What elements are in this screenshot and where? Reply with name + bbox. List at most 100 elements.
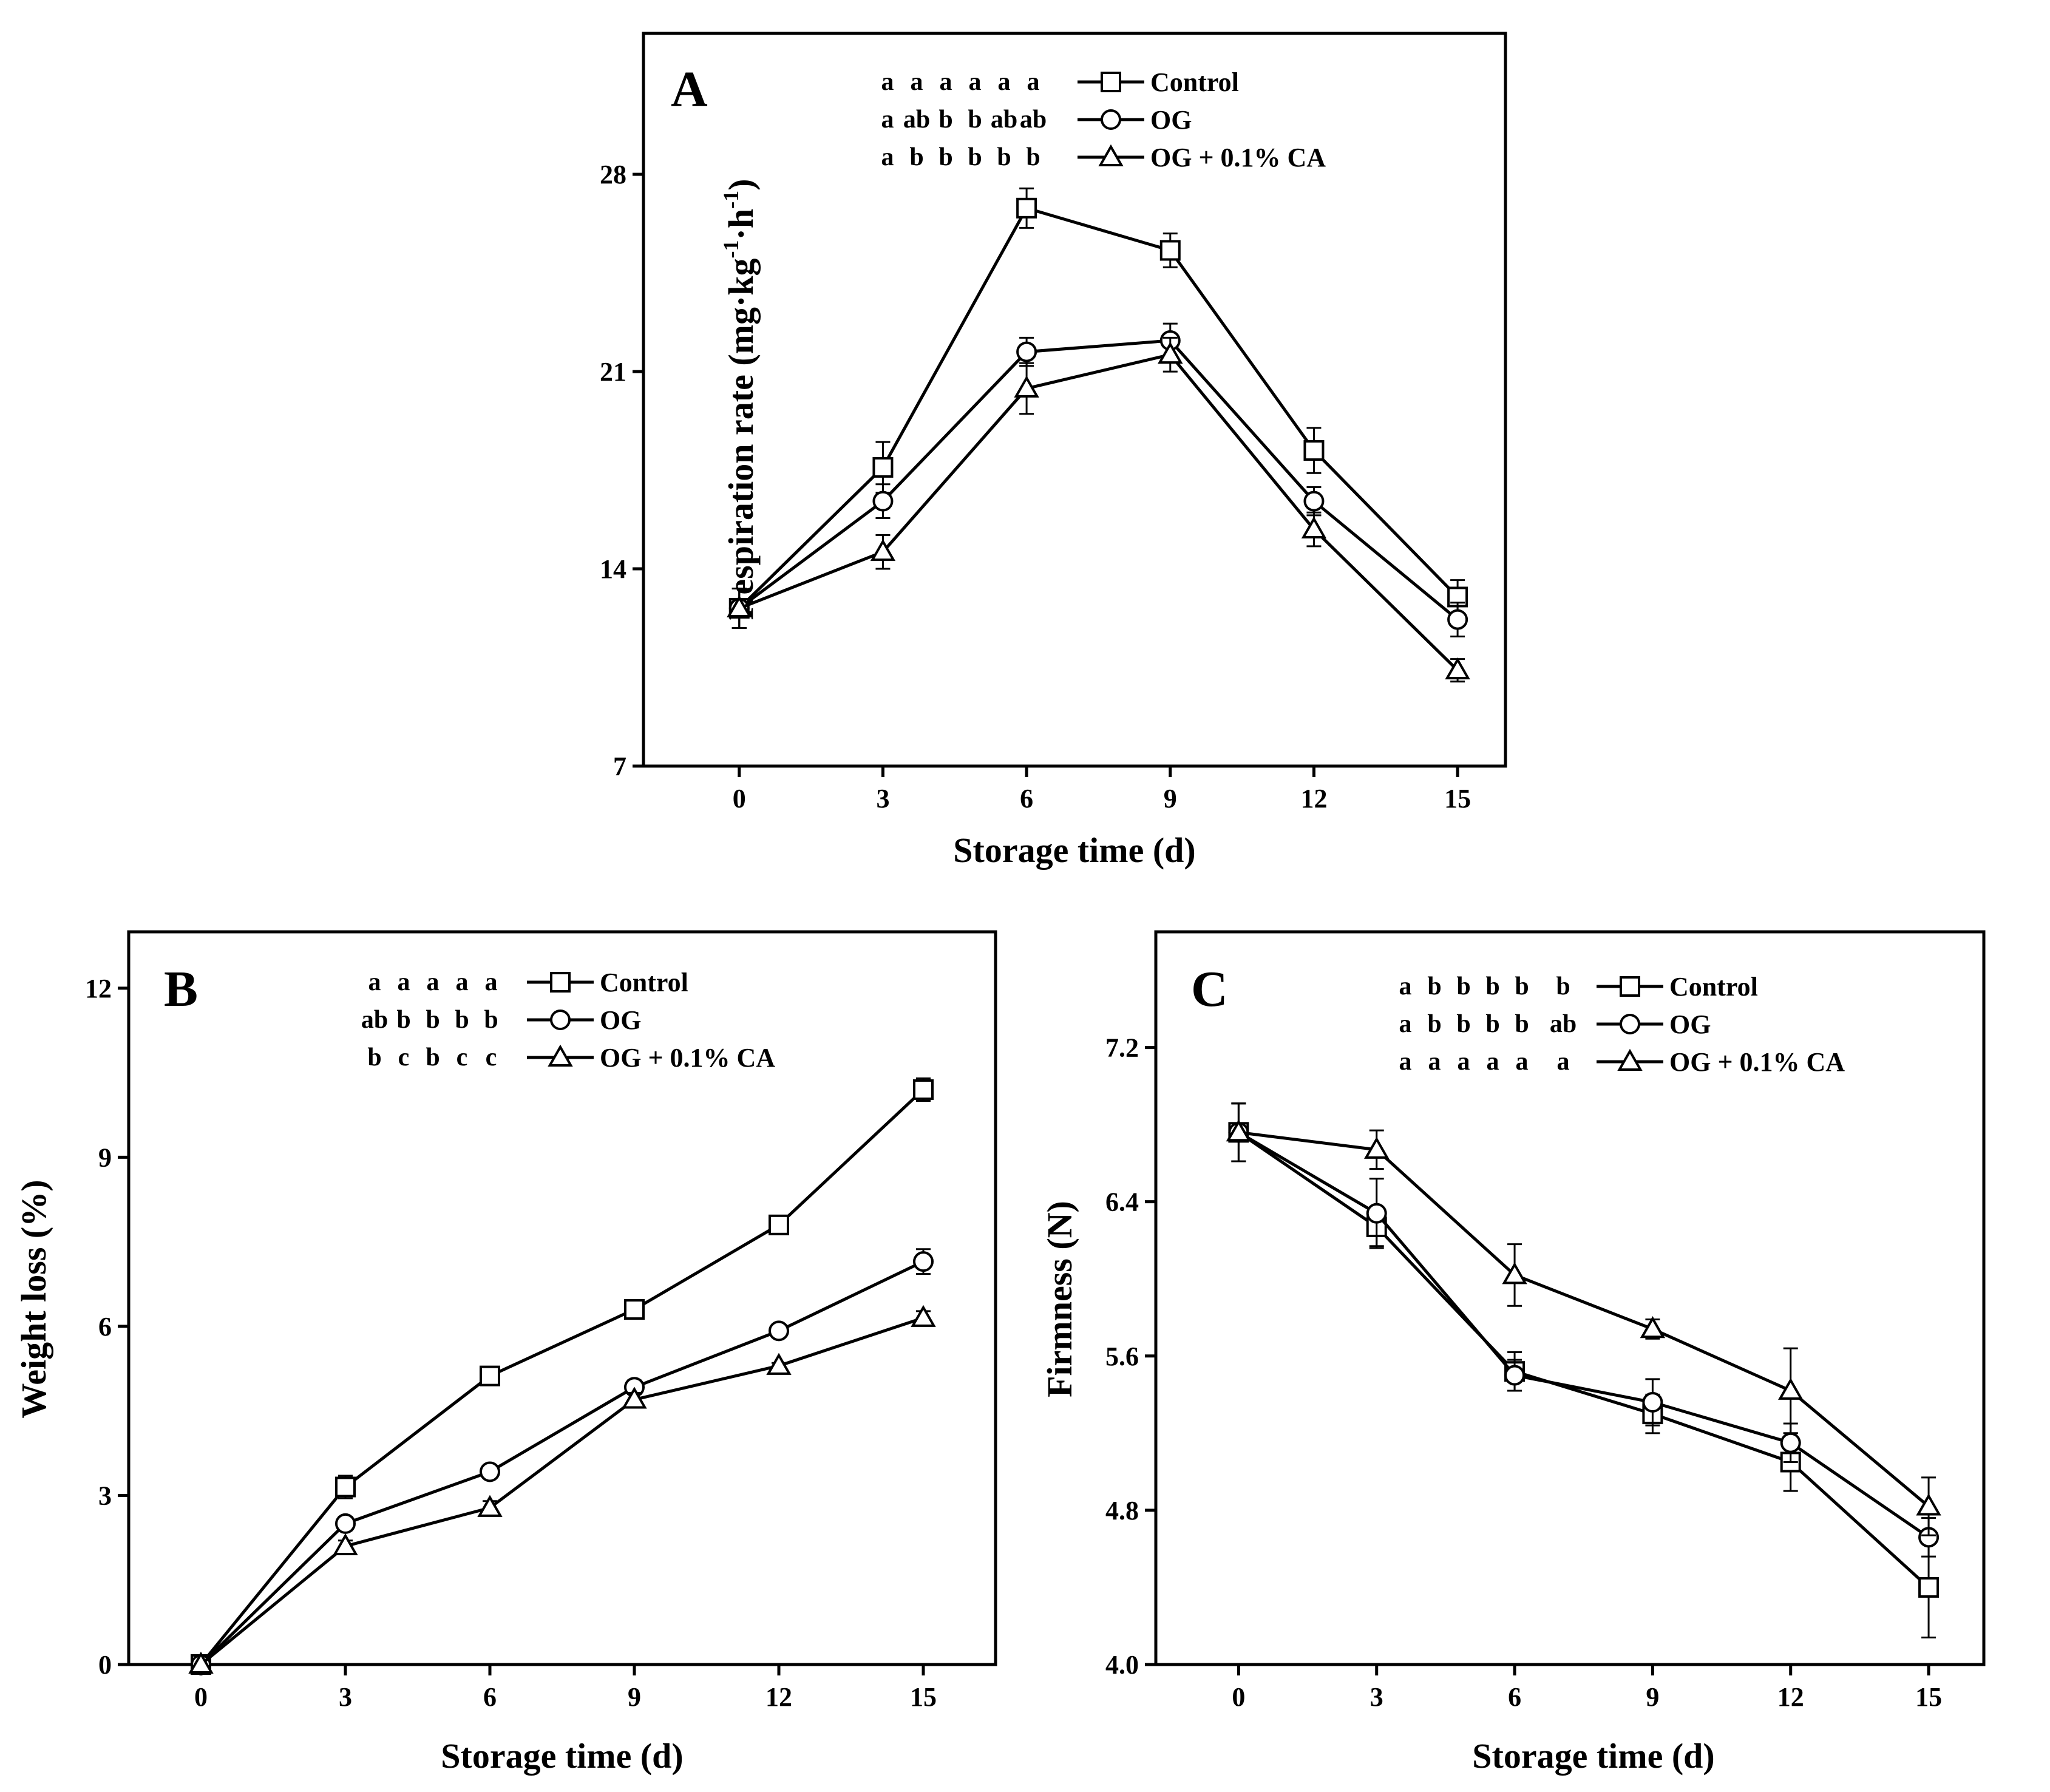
significance-letter: b [997,143,1011,171]
data-point-circle [1366,1203,1387,1224]
data-point-triangle [1502,1262,1527,1285]
legend-label: Control [600,968,688,997]
y-axis-title: Respiration rate (mg·kg-1·h-1) [719,179,761,620]
data-point-circle [1504,1365,1526,1386]
panel-a: 7 14 21 28 0 3 6 9 12 15 Storage time (d) Respirati… [600,32,1507,870]
legend-label: OG [1669,1010,1711,1039]
data-point-triangle [766,1352,792,1375]
legend-entry: OG + 0.1% CAb c b c c [367,1043,775,1073]
significance-letter: ab [1550,1010,1577,1038]
y-tick-label: 4.0 [1105,1650,1139,1680]
y-tick-label: 21 [600,357,626,387]
legend-marker-circle [550,1010,571,1030]
significance-letter: c [486,1044,497,1071]
data-point-triangle [727,595,752,617]
significance-letter: a [398,968,410,996]
y-tick-label: 14 [600,554,626,584]
x-tick-label: 9 [1164,784,1177,813]
significance-letter: b [426,1006,440,1034]
series-square [1228,1102,1940,1639]
legend-label: OG [1150,105,1192,135]
data-point-square [1016,197,1037,219]
data-point-triangle [1158,341,1183,364]
significance-letter: c [456,1044,468,1071]
data-point-triangle [911,1305,936,1327]
significance-letter: b [968,106,982,134]
legend-label: OG + 0.1% CA [1150,143,1326,172]
significance-letter: b [1456,972,1470,1000]
significance-letter: b [1427,1010,1441,1038]
series-circle [191,1248,934,1675]
x-axis-title: Storage time (d) [953,830,1195,870]
significance-letter: a [1399,1048,1412,1076]
y-axis-title: Firmness (N) [1040,1201,1079,1397]
data-point-triangle [1640,1316,1666,1339]
x-axis-title: Storage time (d) [441,1736,683,1776]
plot-frame [127,930,997,1666]
x-tick-label: 0 [1232,1682,1245,1712]
plot-frame [642,32,1507,768]
y-axis-title: Weight loss (%) [14,1179,53,1418]
data-point-square [1303,440,1325,461]
panel-b: 0 3 6 9 12 0 3 6 9 12 15 Storage time (d) Weight los… [14,930,997,1776]
y-tick-label: 5.6 [1105,1342,1139,1371]
legend-label: OG + 0.1% CA [600,1043,775,1073]
x-tick-label: 9 [1646,1682,1659,1712]
data-point-circle [335,1513,356,1534]
significance-letter: c [398,1044,410,1071]
data-point-triangle [622,1386,647,1409]
legend-marker-triangle [1098,144,1124,166]
data-point-triangle [1778,1377,1804,1400]
data-point-circle [1303,490,1325,512]
legend-marker-circle [1101,109,1121,130]
significance-letter: b [938,143,952,171]
x-tick-label: 0 [194,1682,208,1712]
panel-letter: B [164,961,198,1017]
series-line [1238,1130,1930,1508]
significance-letter: b [455,1006,469,1034]
x-axis-title: Storage time (d) [1472,1736,1714,1776]
significance-letter: ab [1020,106,1047,134]
x-tick-label: 3 [339,1682,352,1712]
x-tick-label: 15 [1915,1682,1942,1712]
significance-letter: b [1026,143,1040,171]
data-point-square [872,456,894,478]
plot-frame [1154,930,1986,1666]
significance-letter: b [1515,1010,1529,1038]
y-tick-label: 6 [98,1312,112,1342]
series-square [191,1077,934,1675]
data-point-triangle [1301,516,1327,538]
significance-letter: b [1556,972,1570,1000]
significance-letter: b [909,143,923,171]
y-tick-label: 7 [613,752,626,781]
data-point-triangle [1916,1493,1941,1516]
data-point-circle [1642,1392,1663,1413]
legend-label: Control [1150,67,1239,97]
legend-entry: OG + 0.1% CAa b b b b b [881,143,1326,172]
data-point-triangle [1226,1119,1252,1142]
legend-label: OG + 0.1% CA [1669,1047,1845,1077]
data-point-triangle [333,1533,358,1555]
data-point-triangle [1445,657,1470,680]
series-line [1238,1131,1930,1539]
series-line [200,1088,925,1666]
data-point-square [769,1214,789,1235]
significance-letter: a [998,68,1011,96]
series-line [738,339,1459,621]
significance-letter: a [969,68,982,96]
significance-letter: b [484,1006,498,1034]
significance-letter: b [1427,972,1441,1000]
significance-letter: a [881,68,894,96]
y-tick-label: 12 [85,974,112,1003]
significance-letter: a [456,968,469,996]
y-tick-label: 7.2 [1105,1033,1139,1063]
x-tick-label: 9 [628,1682,641,1712]
legend-marker-triangle [548,1044,573,1067]
legend-entry: OGa ab b b ab ab [881,105,1192,135]
legend-label: Control [1669,972,1758,1002]
y-axis-title-part: ) [721,179,761,191]
